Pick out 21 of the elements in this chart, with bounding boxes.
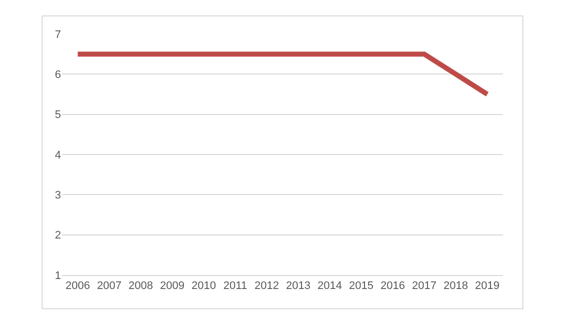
y-tick-label: 7: [54, 28, 61, 41]
x-tick-label: 2010: [192, 280, 216, 292]
x-tick-label: 2013: [286, 280, 310, 292]
x-tick-label: 2017: [412, 280, 436, 292]
x-tick-label: 2012: [254, 280, 279, 292]
y-tick-label: 2: [54, 230, 61, 242]
y-tick-label: 5: [54, 109, 61, 122]
x-tick-label: 2015: [349, 280, 374, 292]
x-tick-label: 2018: [444, 280, 468, 292]
y-tick-label: 1: [54, 270, 61, 282]
x-tick-label: 2014: [318, 280, 342, 292]
x-tick-label: 2006: [66, 280, 90, 292]
x-tick-label: 2016: [380, 280, 405, 292]
x-tick-label: 2011: [223, 280, 248, 292]
x-tick-label: 2007: [97, 280, 122, 292]
x-tick-label: 2008: [128, 280, 153, 292]
y-tick-label: 6: [54, 69, 61, 82]
y-tick-label: 4: [54, 149, 61, 162]
y-tick-label: 3: [54, 190, 61, 202]
x-tick-label: 2009: [160, 280, 184, 292]
x-tick-label: 2019: [475, 280, 500, 292]
